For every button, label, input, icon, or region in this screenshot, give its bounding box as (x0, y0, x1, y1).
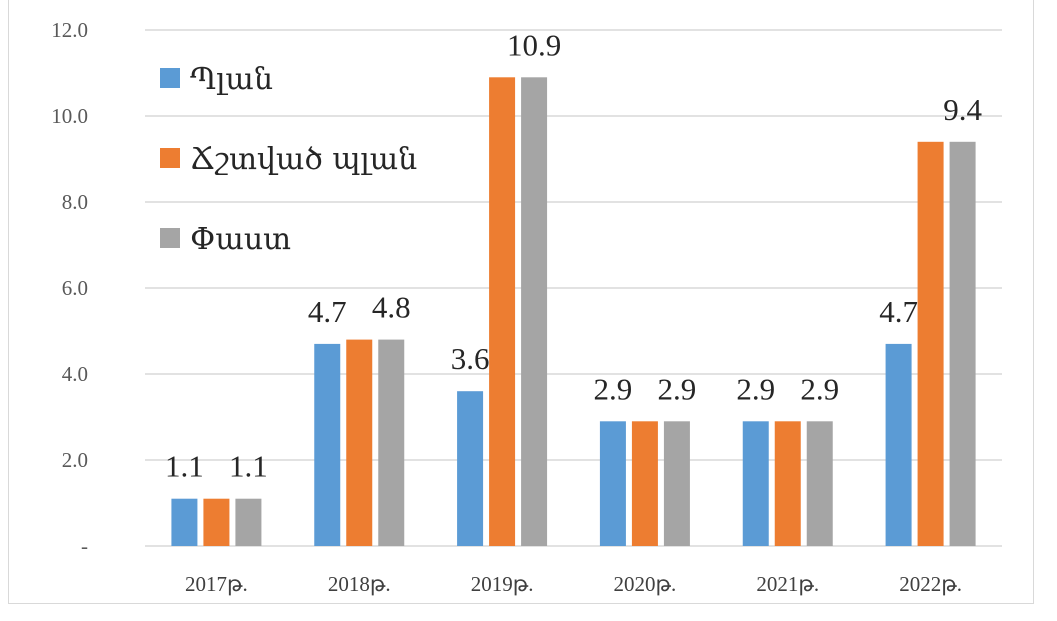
legend-swatch (160, 228, 180, 248)
bar (378, 339, 405, 546)
bar (235, 498, 262, 546)
bar (457, 391, 484, 546)
bar (203, 498, 230, 546)
y-axis: - 2.0 4.0 6.0 8.0 10.0 12.0 (51, 18, 88, 558)
bar (171, 498, 198, 546)
gridlines (145, 29, 1002, 547)
x-tick-label: 2022թ. (899, 572, 962, 596)
y-tick-label: 6.0 (62, 276, 88, 300)
y-tick-label: 8.0 (62, 190, 88, 214)
legend-item-label: Փաստ (190, 222, 291, 257)
bars (171, 77, 976, 547)
legend: Պլան Ճշտված պլան Փաստ (160, 62, 417, 257)
x-tick-label: 2021թ. (756, 572, 819, 596)
y-tick-label: 2.0 (62, 448, 88, 472)
bar (489, 77, 516, 547)
y-tick-label: 12.0 (51, 18, 88, 42)
data-label: 1.1 (229, 449, 268, 484)
bar (663, 421, 690, 546)
bar (917, 141, 944, 547)
bar (599, 421, 626, 546)
x-tick-label: 2018թ. (328, 572, 391, 596)
legend-item-label: Պլան (190, 62, 273, 97)
data-label: 2.9 (736, 371, 775, 406)
data-labels: 1.1 1.1 4.7 4.8 3.6 10.9 2.9 2.9 2.9 2.9 4.7 9.4 (165, 27, 982, 483)
data-label: 2.9 (800, 371, 839, 406)
data-label: 4.7 (879, 294, 918, 329)
x-tick-label: 2020թ. (614, 572, 677, 596)
y-tick-label: - (81, 534, 88, 558)
legend-swatch (160, 68, 180, 88)
y-tick-label: 10.0 (51, 104, 88, 128)
bar (631, 421, 658, 546)
bar (742, 421, 769, 546)
x-tick-label: 2017թ. (185, 572, 248, 596)
legend-item-label: Ճշտված պլան (190, 142, 417, 177)
y-tick-label: 4.0 (62, 362, 88, 386)
data-label: 3.6 (451, 341, 490, 376)
x-axis: 2017թ. 2018թ. 2019թ. 2020թ. 2021թ. 2022թ. (185, 572, 962, 596)
legend-swatch (160, 148, 180, 168)
bar (346, 339, 373, 546)
bar (949, 141, 976, 547)
bar (521, 77, 548, 547)
data-label: 9.4 (943, 92, 982, 127)
data-label: 10.9 (507, 27, 561, 62)
bar (774, 421, 801, 546)
data-label: 1.1 (165, 449, 204, 484)
data-label: 2.9 (658, 371, 697, 406)
data-label: 4.8 (372, 290, 411, 325)
bar (806, 421, 833, 546)
bar (314, 343, 341, 546)
x-tick-label: 2019թ. (471, 572, 534, 596)
data-label: 4.7 (308, 294, 347, 329)
bar (885, 343, 912, 546)
data-label: 2.9 (594, 371, 633, 406)
